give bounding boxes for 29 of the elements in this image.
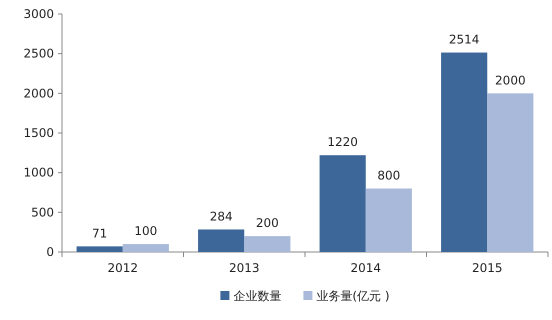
y-tick-label: 2000: [23, 86, 54, 100]
x-tick-label: 2013: [228, 261, 260, 275]
legend-label: 企业数量: [233, 289, 282, 303]
y-tick-label: 0: [46, 245, 54, 259]
data-label: 200: [256, 216, 279, 230]
x-tick-label: 2015: [472, 261, 503, 275]
bar: [320, 155, 366, 252]
bar: [122, 244, 169, 252]
x-tick-label: 2012: [107, 261, 138, 275]
bar: [76, 246, 123, 252]
x-tick-label: 2014: [350, 261, 382, 275]
bar: [198, 229, 244, 252]
data-label: 1220: [327, 135, 358, 150]
data-label: 2000: [495, 73, 526, 88]
data-label: 284: [210, 209, 233, 224]
y-tick-label: 2500: [23, 46, 54, 61]
data-label: 100: [134, 224, 158, 238]
bar: [366, 188, 412, 252]
data-label: 800: [377, 168, 400, 183]
bar: [244, 236, 290, 252]
data-label: 2514: [448, 32, 480, 47]
y-tick-label: 1500: [23, 126, 54, 140]
y-tick-label: 1000: [23, 166, 54, 180]
y-tick-label: 500: [31, 205, 54, 220]
legend-label: 业务量(亿元 ): [316, 289, 390, 303]
bar: [487, 93, 534, 252]
bar: [441, 52, 488, 252]
data-label: 71: [92, 226, 108, 240]
y-tick-label: 3000: [23, 7, 54, 21]
